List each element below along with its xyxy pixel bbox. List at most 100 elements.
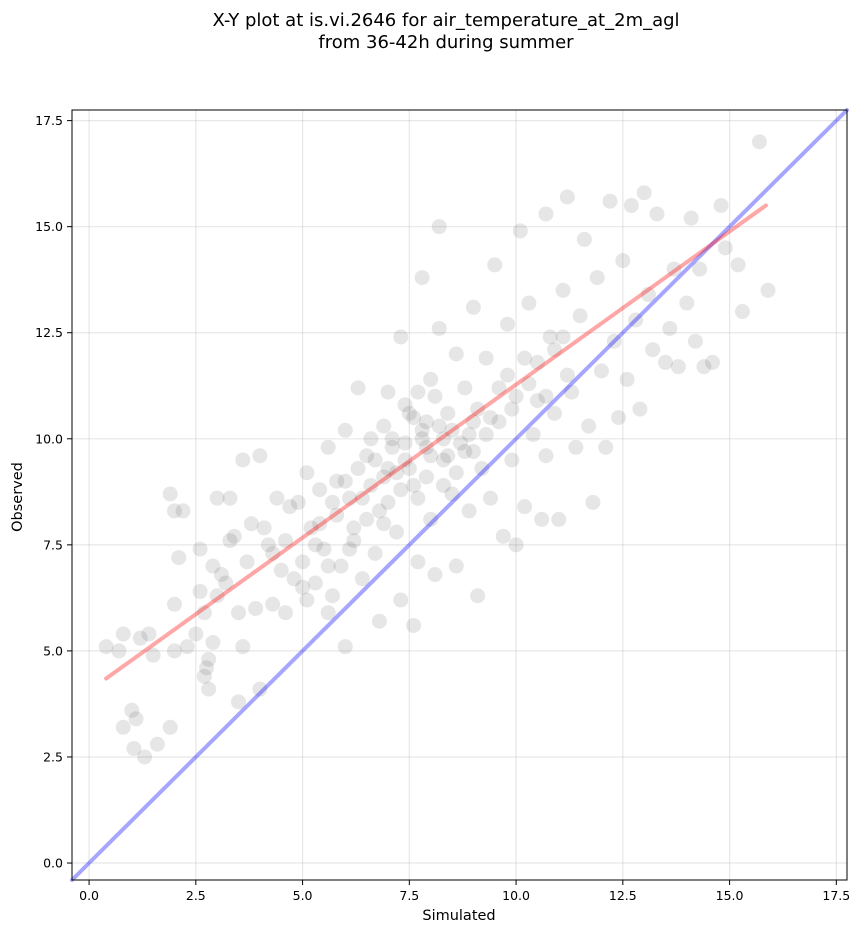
scatter-point: [431, 320, 447, 336]
scatter-point: [418, 439, 434, 455]
scatter-point: [248, 600, 264, 616]
scatter-point: [431, 219, 447, 235]
y-tick-label: 0.0: [43, 856, 63, 871]
scatter-point: [380, 384, 396, 400]
y-tick-label: 15.0: [35, 219, 63, 234]
scatter-point: [623, 197, 639, 213]
scatter-point: [196, 668, 212, 684]
scatter-point: [418, 414, 434, 430]
scatter-point: [568, 439, 584, 455]
scatter-point: [188, 626, 204, 642]
scatter-point: [141, 626, 157, 642]
y-tick-label: 10.0: [35, 431, 63, 446]
scatter-point: [295, 579, 311, 595]
y-axis-ticks: 0.0 2.5 5.0 7.5 10.0 12.5 15.0 17.5: [35, 113, 72, 871]
scatter-point: [662, 320, 678, 336]
y-axis-label: Observed: [10, 462, 26, 532]
scatter-point: [598, 439, 614, 455]
scatter-point: [521, 376, 537, 392]
scatter-point: [628, 312, 644, 328]
scatter-point: [414, 431, 430, 447]
scatter-point: [218, 575, 234, 591]
scatter-point: [371, 503, 387, 519]
scatter-point: [559, 189, 575, 205]
scatter-point: [277, 605, 293, 621]
scatter-point: [316, 541, 332, 557]
scatter-point: [350, 380, 366, 396]
scatter-point: [683, 210, 699, 226]
scatter-point: [265, 545, 281, 561]
scatter-point: [397, 452, 413, 468]
scatter-point: [606, 333, 622, 349]
scatter-point: [423, 511, 439, 527]
x-tick-label: 0.0: [79, 888, 99, 903]
scatter-point: [427, 388, 443, 404]
scatter-point: [393, 482, 409, 498]
scatter-point: [320, 605, 336, 621]
scatter-point: [482, 410, 498, 426]
scatter-point: [380, 460, 396, 476]
scatter-point: [380, 494, 396, 510]
x-tick-label: 17.5: [822, 888, 850, 903]
scatter-point: [337, 422, 353, 438]
scatter-point: [354, 571, 370, 587]
scatter-points: [98, 134, 776, 765]
scatter-point: [171, 550, 187, 566]
scatter-point: [444, 486, 460, 502]
scatter-point: [508, 537, 524, 553]
scatter-point: [538, 206, 554, 222]
scatter-point: [111, 643, 127, 659]
scatter-point: [166, 596, 182, 612]
scatter-point: [440, 405, 456, 421]
scatter-point: [529, 354, 545, 370]
scatter-point: [145, 647, 161, 663]
scatter-point: [461, 503, 477, 519]
scatter-point: [363, 477, 379, 493]
scatter-point: [423, 448, 439, 464]
y-tick-label: 7.5: [43, 537, 63, 552]
x-tick-label: 5.0: [293, 888, 313, 903]
scatter-point: [448, 465, 464, 481]
scatter-point: [329, 507, 345, 523]
scatter-point: [299, 592, 315, 608]
scatter-point: [384, 431, 400, 447]
scatter-point: [713, 197, 729, 213]
scatter-point: [551, 511, 567, 527]
scatter-point: [312, 516, 328, 532]
y-tick-label: 17.5: [35, 113, 63, 128]
scatter-point: [512, 223, 528, 239]
scatter-point: [717, 240, 733, 256]
scatter-point: [619, 371, 635, 387]
scatter-point: [636, 185, 652, 201]
scatter-point: [260, 537, 276, 553]
scatter-point: [231, 694, 247, 710]
scatter-point: [414, 422, 430, 438]
scatter-point: [149, 736, 165, 752]
scatter-point: [201, 681, 217, 697]
scatter-point: [542, 329, 558, 345]
scatter-point: [205, 558, 221, 574]
scatter-point: [235, 452, 251, 468]
scatter-point: [393, 329, 409, 345]
scatter-point: [371, 613, 387, 629]
scatter-point: [350, 460, 366, 476]
scatter-point: [572, 308, 588, 324]
scatter-point: [376, 469, 392, 485]
scatter-point: [401, 405, 417, 421]
scatter-point: [98, 639, 114, 655]
scatter-point: [521, 295, 537, 311]
scatter-point: [231, 605, 247, 621]
scatter-point: [359, 511, 375, 527]
scatter-point: [576, 231, 592, 247]
scatter-point: [751, 134, 767, 150]
scatter-point: [115, 719, 131, 735]
scatter-point: [137, 749, 153, 765]
scatter-point: [589, 270, 605, 286]
scatter-point: [252, 681, 268, 697]
scatter-point: [115, 626, 131, 642]
scatter-point: [538, 388, 554, 404]
scatter-point: [126, 740, 142, 756]
scatter-point: [239, 554, 255, 570]
scatter-point: [333, 558, 349, 574]
scatter-point: [367, 545, 383, 561]
